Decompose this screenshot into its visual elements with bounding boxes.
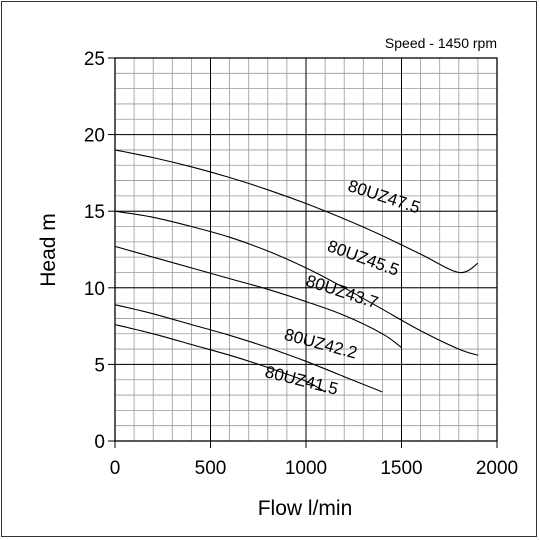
y-tick-label: 0 bbox=[94, 432, 105, 453]
curve-80uz41-5 bbox=[114, 324, 326, 393]
tick-labels: 0 500 1000 1500 2000 0 5 10 15 20 25 bbox=[84, 49, 518, 479]
x-tick-label: 2000 bbox=[476, 458, 518, 479]
y-tick-label: 25 bbox=[84, 49, 105, 70]
y-tick-label: 5 bbox=[94, 355, 105, 376]
y-tick-label: 10 bbox=[84, 279, 105, 300]
curve-80uz47-5 bbox=[114, 149, 479, 274]
x-tick-label: 1500 bbox=[380, 458, 422, 479]
curve-label-80uz43-7: 80UZ43.7 bbox=[304, 271, 381, 312]
curve-80uz42-2 bbox=[114, 304, 383, 393]
x-tick-label: 1000 bbox=[285, 458, 327, 479]
curve-label-80uz41-5: 80UZ41.5 bbox=[263, 362, 340, 399]
x-tick-label: 0 bbox=[110, 458, 121, 479]
curve-80uz45-5 bbox=[114, 210, 479, 356]
y-axis-title: Head m bbox=[37, 213, 60, 287]
speed-annotation: Speed - 1450 rpm bbox=[385, 35, 497, 51]
curve-80uz43-7 bbox=[114, 245, 402, 348]
performance-curves bbox=[114, 149, 479, 393]
y-tick-label: 20 bbox=[84, 126, 105, 147]
x-tick-label: 500 bbox=[195, 458, 227, 479]
y-tick-label: 15 bbox=[84, 202, 105, 223]
x-axis-title: Flow l/min bbox=[258, 497, 353, 520]
